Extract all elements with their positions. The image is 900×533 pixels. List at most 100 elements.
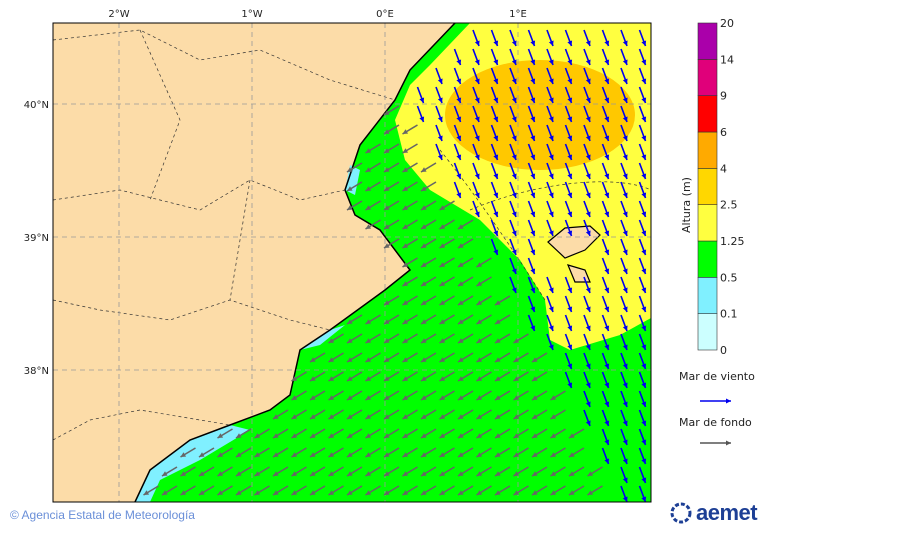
swell-arrow — [494, 295, 511, 306]
wind-sea-arrow — [546, 181, 554, 199]
swell-arrow — [383, 238, 400, 249]
wind-sea-arrow — [453, 86, 462, 104]
swell-arrow — [346, 352, 363, 363]
wind-sea-arrow — [546, 86, 554, 104]
swell-arrow — [346, 447, 363, 458]
wind-sea-arrow — [527, 314, 536, 332]
wind-sea-arrow — [490, 29, 499, 47]
wind-sea-arrow — [546, 162, 554, 180]
swell-arrow — [365, 200, 381, 211]
swell-arrow — [365, 409, 381, 420]
swell-arrow — [513, 485, 529, 496]
swell-arrow — [513, 352, 529, 363]
wind-sea-arrow — [453, 124, 462, 142]
wind-sea-arrow — [638, 371, 647, 389]
swell-arrow — [328, 371, 344, 382]
swell-arrow — [272, 409, 289, 420]
colorbar-tick: 1.25 — [720, 235, 745, 248]
swell-arrow — [531, 409, 548, 420]
swell-arrow — [291, 466, 307, 477]
wind-sea-arrow — [546, 219, 554, 237]
wind-sea-arrow — [509, 162, 517, 180]
swell-arrow — [568, 447, 585, 458]
swell-arrow — [383, 466, 400, 477]
wind-sea-arrow — [509, 219, 517, 237]
swell-arrow — [476, 257, 492, 268]
swell-arrow — [402, 181, 418, 192]
wind-sea-arrow — [527, 29, 536, 47]
swell-arrow — [291, 371, 307, 382]
colorbar-tick: 0 — [720, 344, 727, 357]
swell-arrow — [402, 219, 418, 230]
swell-arrow — [439, 409, 455, 420]
swell-arrow — [439, 333, 455, 344]
wind-sea-arrow — [509, 181, 517, 199]
wind-sea-arrow — [601, 200, 610, 218]
swell-arrow — [494, 333, 511, 344]
wind-sea-arrow — [546, 143, 554, 161]
swell-arrow — [494, 371, 511, 382]
lon-label: 1°E — [509, 9, 527, 20]
wind-sea-arrow — [472, 162, 480, 180]
swell-arrow — [476, 276, 492, 287]
swell-arrow — [328, 428, 344, 439]
province-borders — [53, 29, 651, 441]
wind-sea-arrow — [509, 276, 517, 294]
colorbar-tick: 0.5 — [720, 271, 738, 284]
swell-arrow — [420, 390, 437, 401]
wind-sea-arrow — [453, 67, 462, 85]
swell-arrow — [420, 295, 437, 306]
wind-sea-arrow — [601, 181, 610, 199]
wind-sea-arrow — [620, 181, 628, 199]
swell-arrow — [476, 295, 492, 306]
swell-arrow — [439, 276, 455, 287]
wind-sea-arrow — [638, 48, 647, 66]
wind-sea-arrow — [509, 48, 517, 66]
colorbar-tick: 9 — [720, 90, 727, 103]
swell-arrow — [402, 295, 418, 306]
wind-sea-arrow — [601, 314, 610, 332]
swell-arrow — [476, 352, 492, 363]
swell-arrow — [420, 485, 437, 496]
wind-sea-arrow — [601, 409, 610, 427]
wind-sea-arrow — [564, 219, 573, 237]
swell-arrow — [494, 466, 511, 477]
swell-arrow — [531, 485, 548, 496]
colorbar-tick: 2.5 — [720, 199, 738, 212]
wind-sea-arrow — [620, 466, 628, 484]
swell-arrow — [309, 447, 326, 458]
wind-sea-arrow — [601, 390, 610, 408]
wind-sea-arrow — [638, 314, 647, 332]
wind-sea-arrow — [601, 29, 610, 47]
wind-sea-arrow — [583, 124, 591, 142]
wind-sea-arrow — [564, 124, 573, 142]
swell-arrow — [383, 447, 400, 458]
swell-arrow — [402, 409, 418, 420]
swell-arrow — [383, 428, 400, 439]
wind-sea-arrow — [564, 314, 573, 332]
wind-sea-arrow — [435, 86, 443, 104]
wind-sea-arrow — [453, 105, 462, 123]
swell-arrow — [309, 428, 326, 439]
wind-sea-arrow — [435, 67, 443, 85]
wind-sea-arrow — [620, 48, 628, 66]
swell-arrow — [420, 466, 437, 477]
swell-arrow — [365, 466, 381, 477]
swell-arrow — [513, 447, 529, 458]
wind-sea-arrow — [583, 409, 591, 427]
swell-arrow — [346, 466, 363, 477]
swell-arrow — [494, 485, 511, 496]
swell-arrow — [531, 447, 548, 458]
swell-arrow — [402, 314, 418, 325]
wind-sea-arrow — [546, 105, 554, 123]
swell-arrow — [513, 333, 529, 344]
wind-sea-arrow — [601, 276, 610, 294]
wind-sea-arrow — [620, 143, 628, 161]
aemet-logo: aemet — [670, 500, 758, 526]
swell-arrow — [439, 352, 455, 363]
wind-sea-arrow — [490, 219, 499, 237]
swell-arrow — [365, 390, 381, 401]
swell-arrow — [494, 409, 511, 420]
swell-arrow — [439, 485, 455, 496]
wind-sea-arrow — [527, 48, 536, 66]
